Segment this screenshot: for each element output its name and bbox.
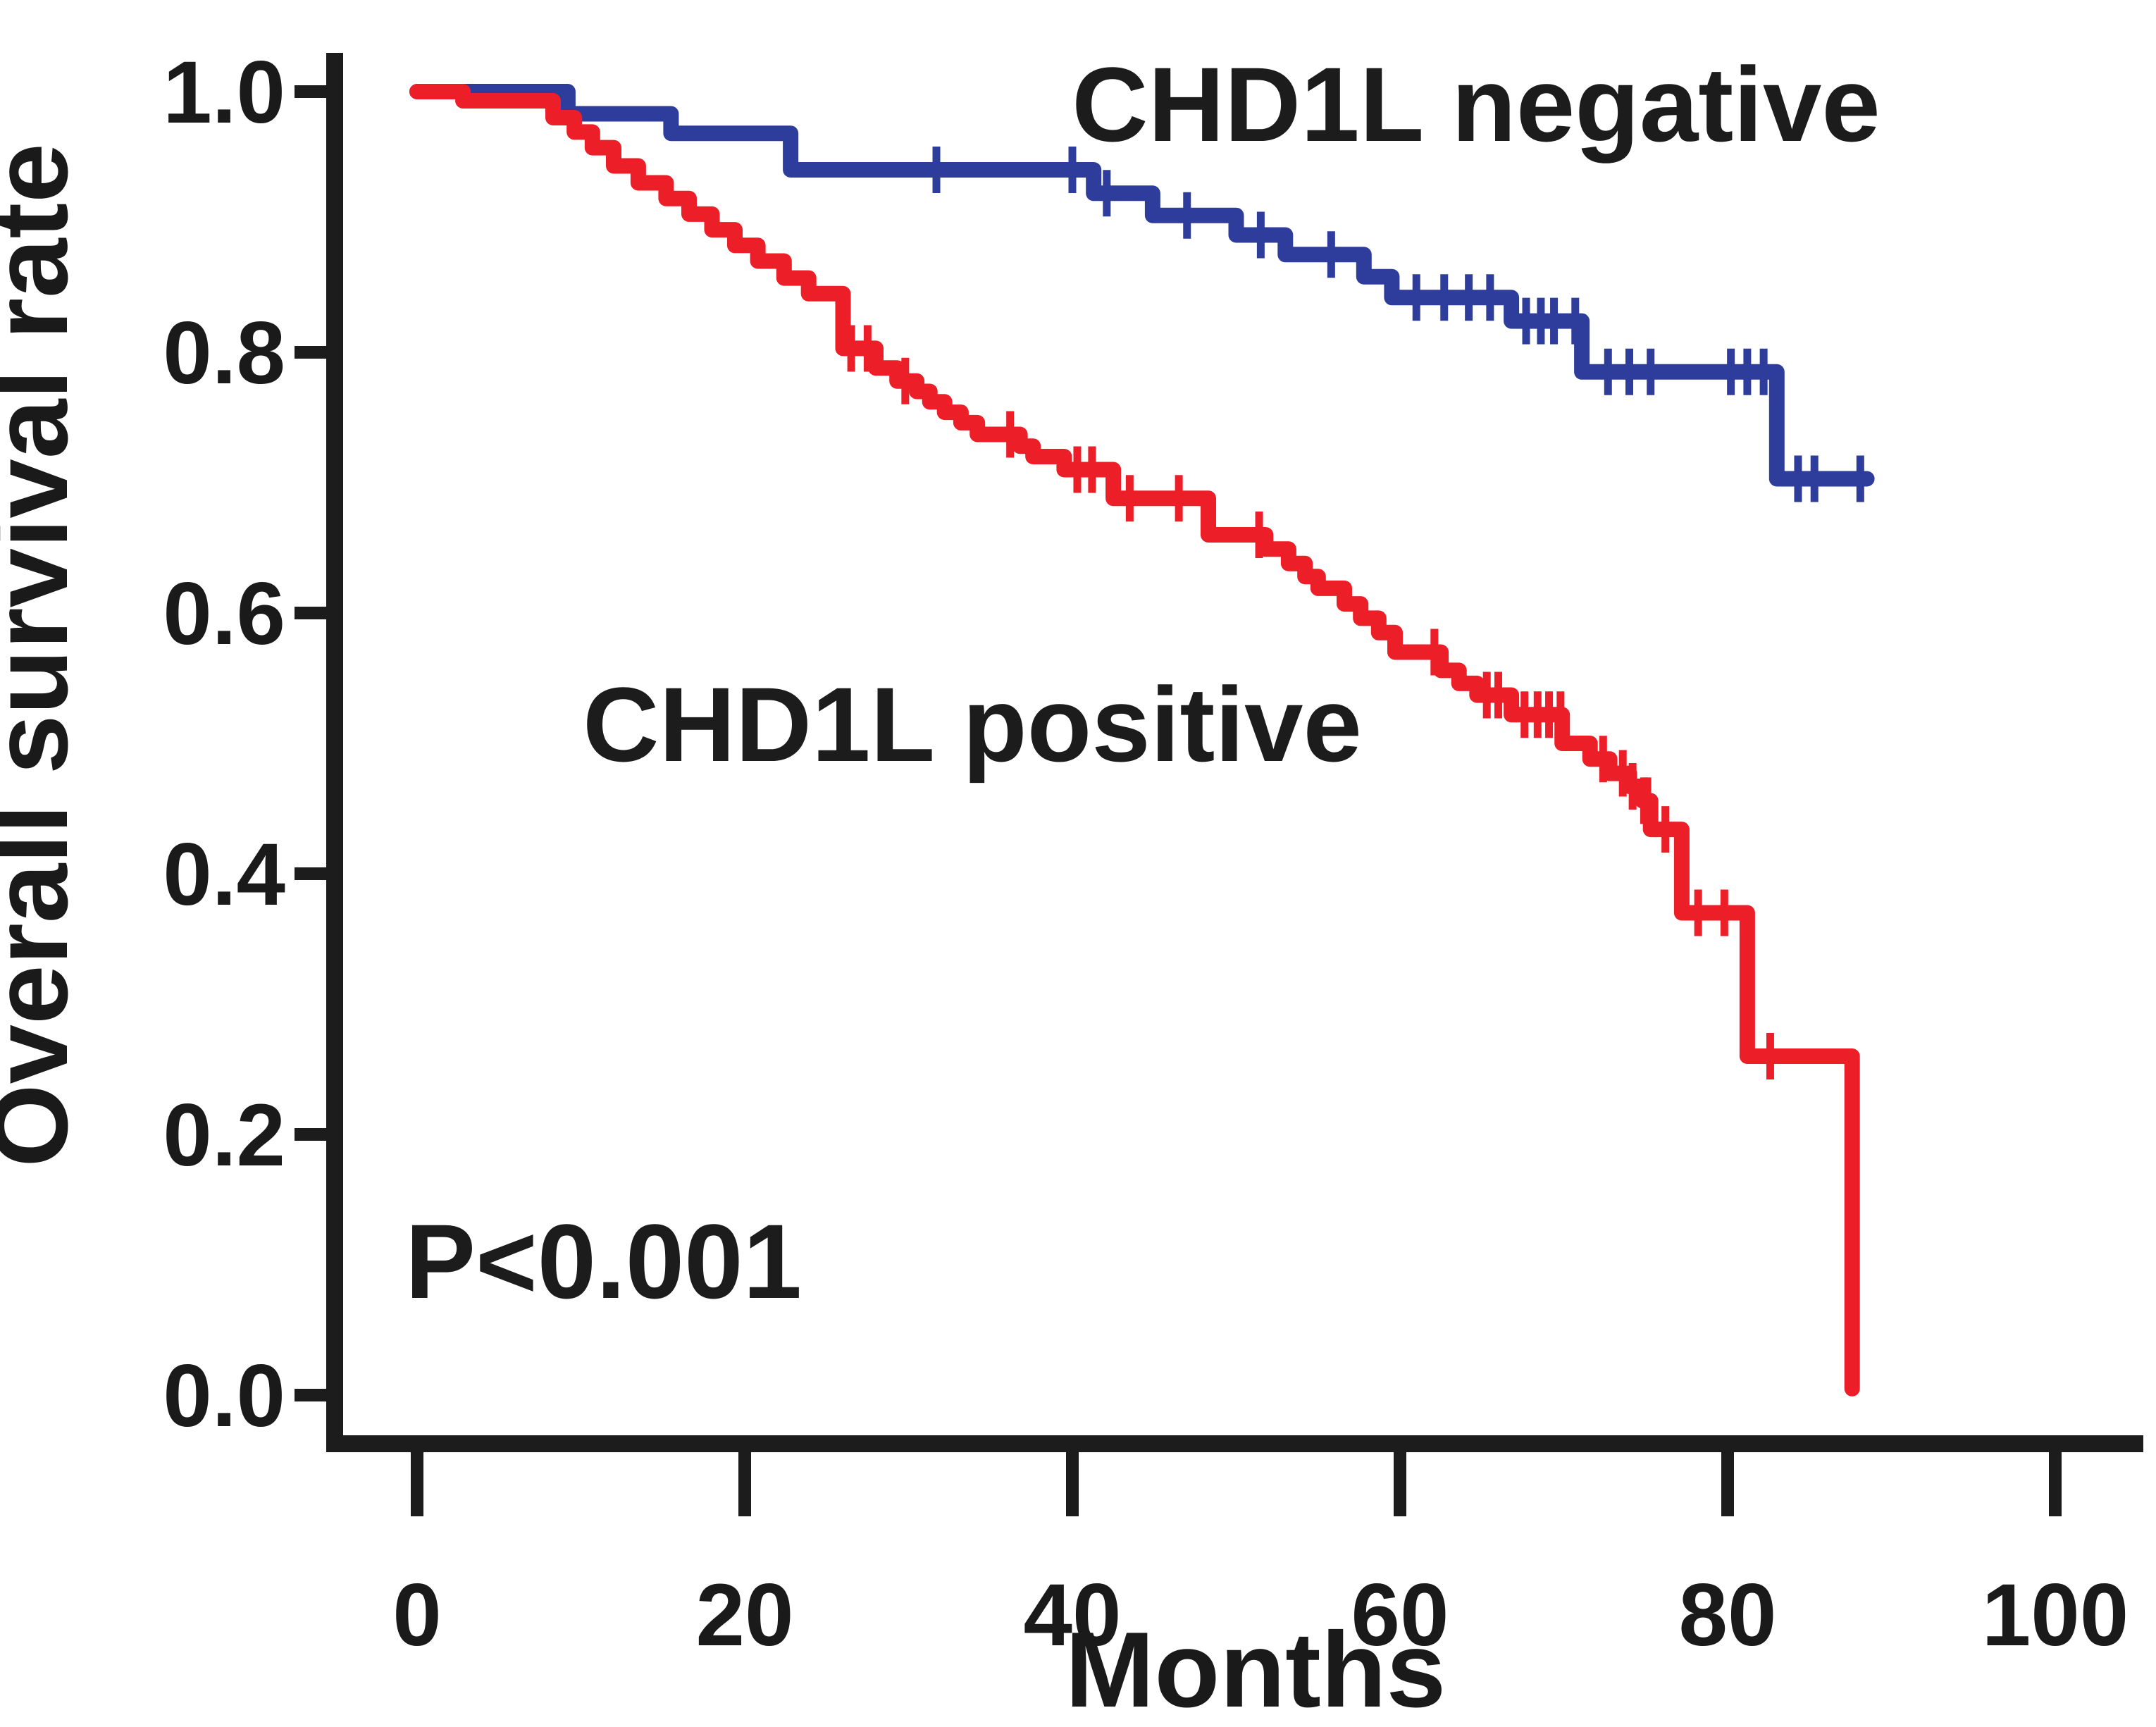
y-tick-labels: 1.0 0.8 0.6 0.4 0.2 0.0 bbox=[163, 44, 285, 1445]
censor-marks-chd1l-positive bbox=[847, 325, 1774, 1079]
censor-marks-chd1l-negative bbox=[932, 147, 1864, 502]
survival-curves bbox=[409, 84, 1875, 1397]
label-chd1l-negative: CHD1L negative bbox=[1072, 45, 1881, 163]
km-curve-chd1l-positive bbox=[409, 84, 1860, 1397]
y-axis-title: Overall survival rate bbox=[0, 143, 90, 1167]
x-tick-label: 80 bbox=[1678, 1566, 1776, 1664]
y-tick-label: 0.0 bbox=[163, 1347, 285, 1445]
y-tick-label: 0.4 bbox=[163, 826, 285, 924]
y-tick-label: 0.2 bbox=[163, 1087, 285, 1184]
y-axis-ticks bbox=[295, 85, 327, 1401]
x-tick-label: 100 bbox=[1982, 1566, 2129, 1664]
x-tick-label: 60 bbox=[1351, 1566, 1449, 1664]
x-tick-label: 40 bbox=[1023, 1566, 1121, 1664]
x-axis-ticks bbox=[411, 1452, 2062, 1516]
y-tick-label: 0.8 bbox=[163, 304, 285, 402]
y-tick-label: 0.6 bbox=[163, 565, 285, 663]
x-tick-label: 20 bbox=[695, 1566, 793, 1664]
y-tick-label: 1.0 bbox=[163, 44, 285, 142]
label-chd1l-positive: CHD1L positive bbox=[583, 665, 1362, 784]
axes bbox=[295, 53, 2143, 1516]
label-p-value: P<0.001 bbox=[405, 1202, 802, 1320]
x-tick-labels: 0 20 40 60 80 100 bbox=[392, 1566, 2129, 1664]
x-tick-label: 0 bbox=[392, 1566, 442, 1664]
x-axis-title: Months bbox=[1065, 1610, 1446, 1727]
